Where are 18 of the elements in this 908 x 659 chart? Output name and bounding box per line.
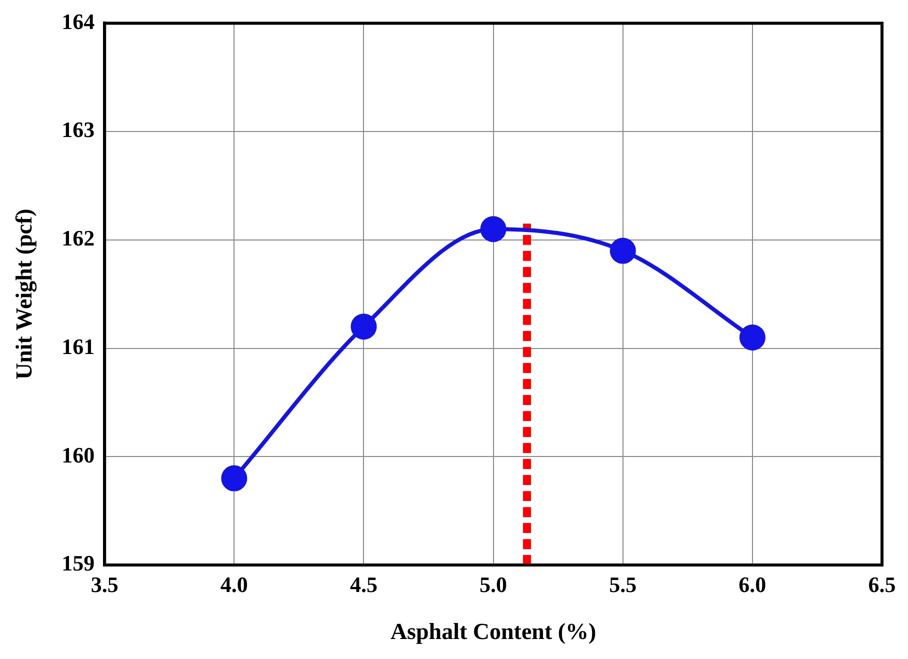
point [610, 238, 636, 264]
y-axis-title: Unit Weight (pcf) [12, 208, 38, 380]
point [221, 465, 248, 492]
x-tick-label: 6.0 [738, 572, 766, 597]
x-tick-label: 4.0 [220, 572, 248, 597]
y-tick-label: 160 [62, 442, 95, 468]
point [739, 324, 766, 350]
x-tick-label: 6.5 [868, 572, 896, 597]
x-tick-label: 5.0 [480, 572, 508, 597]
y-tick-label: 162 [62, 226, 95, 251]
point [480, 216, 506, 242]
x-axis-title: Asphalt Content (%) [390, 619, 596, 644]
x-tick-label: 5.5 [609, 572, 637, 597]
y-tick-label: 161 [62, 334, 95, 359]
x-tick-label: 4.5 [350, 572, 378, 597]
y-tick-label: 164 [62, 8, 95, 34]
point [350, 314, 377, 340]
y-tick-label: 163 [62, 117, 95, 142]
